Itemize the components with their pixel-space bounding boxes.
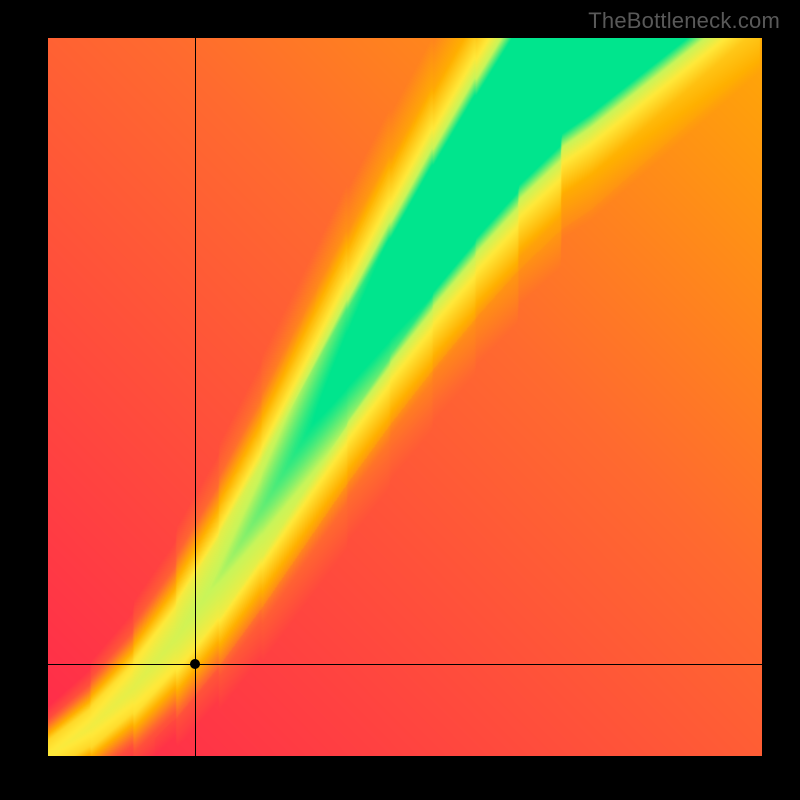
bottleneck-heatmap	[48, 38, 762, 756]
crosshair-vertical	[195, 38, 196, 756]
crosshair-horizontal	[48, 664, 762, 665]
chart-container: TheBottleneck.com	[0, 0, 800, 800]
crosshair-point	[190, 659, 200, 669]
watermark-text: TheBottleneck.com	[588, 8, 780, 34]
